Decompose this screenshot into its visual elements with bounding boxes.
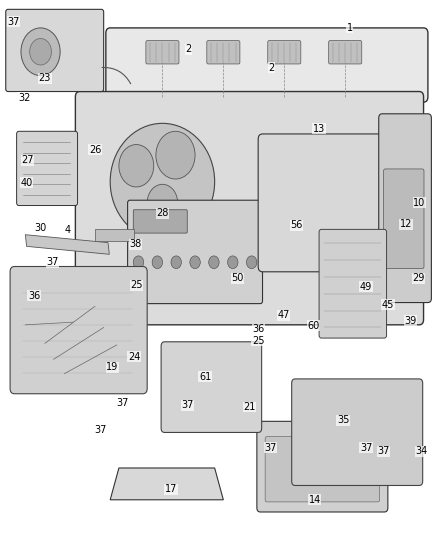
Text: 26: 26 <box>89 145 101 155</box>
Text: 12: 12 <box>400 219 412 229</box>
Ellipse shape <box>110 123 215 240</box>
Text: 39: 39 <box>404 316 417 326</box>
Text: 24: 24 <box>128 352 140 361</box>
FancyBboxPatch shape <box>127 200 262 304</box>
Text: 37: 37 <box>46 257 59 267</box>
FancyBboxPatch shape <box>258 134 397 272</box>
Text: 19: 19 <box>106 362 119 372</box>
Text: 49: 49 <box>360 281 372 292</box>
FancyBboxPatch shape <box>257 421 388 512</box>
Text: 23: 23 <box>39 73 51 83</box>
FancyBboxPatch shape <box>328 41 362 64</box>
Bar <box>95 229 134 241</box>
Circle shape <box>147 184 178 221</box>
Text: 45: 45 <box>381 300 394 310</box>
Circle shape <box>21 28 60 76</box>
Text: 13: 13 <box>313 124 325 134</box>
FancyBboxPatch shape <box>268 41 301 64</box>
Text: 32: 32 <box>18 93 30 103</box>
Text: 37: 37 <box>181 400 194 410</box>
Text: 35: 35 <box>337 415 349 425</box>
Text: 36: 36 <box>28 290 40 301</box>
Text: 17: 17 <box>165 484 177 494</box>
Text: 29: 29 <box>412 273 424 283</box>
Polygon shape <box>110 468 223 500</box>
FancyBboxPatch shape <box>265 437 380 502</box>
FancyBboxPatch shape <box>106 28 428 102</box>
Text: 37: 37 <box>377 446 390 456</box>
FancyBboxPatch shape <box>146 41 179 64</box>
Text: 37: 37 <box>7 17 20 27</box>
Text: 28: 28 <box>156 208 169 219</box>
Text: 37: 37 <box>116 398 129 408</box>
Text: 2: 2 <box>268 63 274 72</box>
FancyBboxPatch shape <box>10 266 147 394</box>
FancyBboxPatch shape <box>161 342 261 432</box>
FancyBboxPatch shape <box>17 131 78 206</box>
Text: 4: 4 <box>64 225 71 236</box>
Circle shape <box>190 256 200 269</box>
Text: 61: 61 <box>199 372 211 382</box>
FancyBboxPatch shape <box>207 41 240 64</box>
Text: 40: 40 <box>21 177 33 188</box>
Polygon shape <box>25 235 110 254</box>
Text: 2: 2 <box>185 44 192 54</box>
FancyBboxPatch shape <box>319 229 387 338</box>
Text: 25: 25 <box>130 280 142 290</box>
Text: 37: 37 <box>264 443 276 453</box>
Text: 37: 37 <box>360 443 372 453</box>
Circle shape <box>152 256 162 269</box>
FancyBboxPatch shape <box>133 210 187 233</box>
FancyBboxPatch shape <box>379 114 431 303</box>
Circle shape <box>228 256 238 269</box>
Text: 38: 38 <box>129 239 141 249</box>
Text: 14: 14 <box>309 495 321 505</box>
Circle shape <box>247 256 257 269</box>
Text: 10: 10 <box>413 198 425 208</box>
Text: 34: 34 <box>415 446 427 456</box>
Text: 36: 36 <box>252 324 264 334</box>
Text: 47: 47 <box>277 310 290 320</box>
FancyBboxPatch shape <box>6 10 104 92</box>
FancyBboxPatch shape <box>75 92 424 325</box>
FancyBboxPatch shape <box>292 379 423 486</box>
Text: 56: 56 <box>290 220 303 230</box>
Text: 50: 50 <box>231 273 244 283</box>
Circle shape <box>30 38 51 65</box>
Text: 37: 37 <box>95 425 107 435</box>
Circle shape <box>208 256 219 269</box>
Circle shape <box>133 256 144 269</box>
Text: 60: 60 <box>308 321 320 331</box>
Text: 25: 25 <box>252 336 265 346</box>
Circle shape <box>119 144 154 187</box>
Text: 21: 21 <box>243 402 256 412</box>
Circle shape <box>156 131 195 179</box>
Circle shape <box>171 256 181 269</box>
Text: 30: 30 <box>35 223 47 233</box>
FancyBboxPatch shape <box>384 169 424 269</box>
Text: 1: 1 <box>346 23 353 33</box>
Text: 27: 27 <box>21 156 34 165</box>
